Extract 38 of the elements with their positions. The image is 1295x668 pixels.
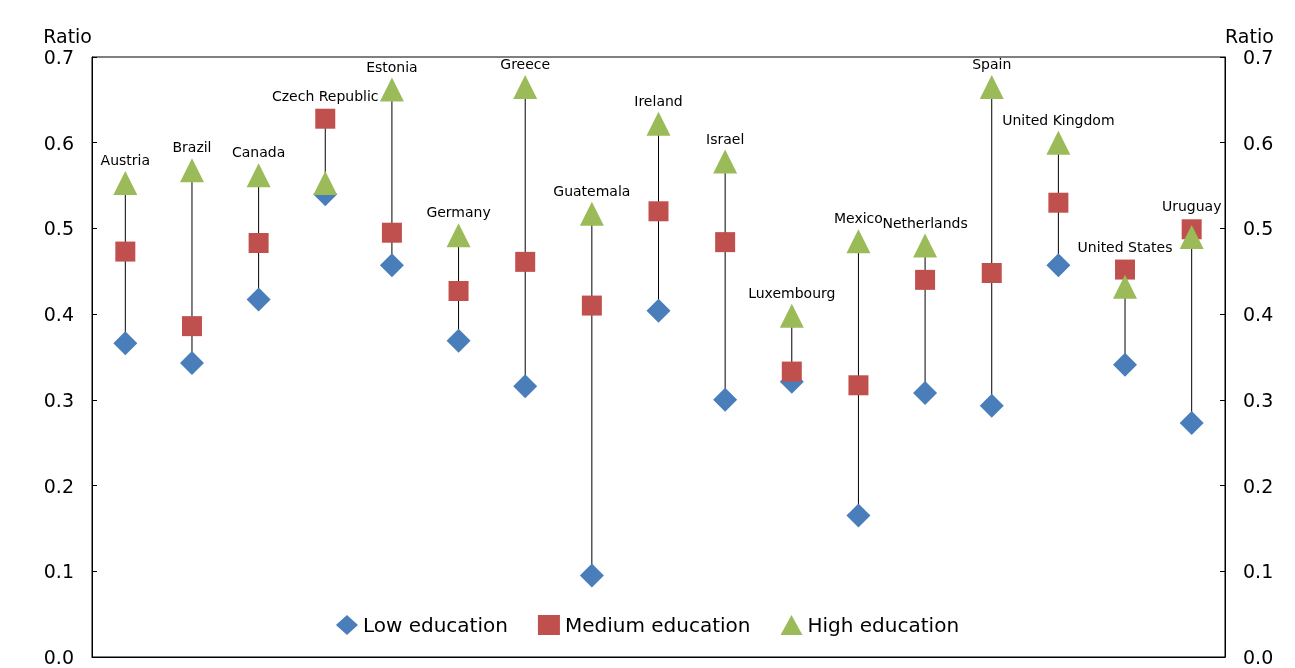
- y2-tick-label: 0.6: [1243, 131, 1274, 154]
- x-tick-label: Mexico: [834, 210, 883, 227]
- x-tick-label: United States: [1077, 238, 1173, 255]
- x-tick-label: Canada: [231, 144, 286, 161]
- x-tick-label: Czech Republic: [271, 87, 379, 104]
- y2-tick-label: 0.3: [1243, 388, 1274, 411]
- y-tick-label: 0.3: [43, 388, 74, 411]
- x-tick-label: Austria: [100, 152, 151, 168]
- y-axis-title: Ratio: [43, 24, 92, 47]
- y-tick-label: 0.5: [43, 217, 74, 240]
- y-tick-label: 0.1: [43, 560, 74, 583]
- legend-label: Medium education: [564, 613, 751, 637]
- y2-tick-label: 0.4: [1243, 303, 1274, 326]
- legend-label: High education: [807, 613, 960, 637]
- x-tick-label: Spain: [972, 56, 1012, 72]
- x-tick-label: Germany: [426, 204, 491, 221]
- legend-label: Low education: [362, 613, 508, 637]
- y2-tick-label: 0.5: [1243, 217, 1274, 240]
- x-tick-label: Estonia: [366, 58, 418, 75]
- x-tick-label: Brazil: [172, 139, 212, 156]
- y-tick-label: 0.7: [43, 46, 74, 68]
- x-tick-label: Ireland: [634, 92, 683, 109]
- x-tick-label: Luxembourg: [748, 284, 836, 301]
- y2-tick-label: 0.1: [1243, 560, 1274, 583]
- x-tick-label: Israel: [706, 130, 745, 147]
- y-tick-label: 0.2: [43, 474, 74, 497]
- y2-tick-label: 0.0: [1243, 646, 1274, 668]
- y-tick-label: 0.6: [43, 131, 74, 154]
- y-tick-label: 0.0: [43, 646, 74, 668]
- x-tick-label: United Kingdom: [1002, 111, 1115, 128]
- x-tick-label: Guatemala: [553, 182, 631, 199]
- y-tick-label: 0.4: [43, 303, 74, 326]
- x-tick-label: Greece: [500, 56, 551, 72]
- x-tick-label: Uruguay: [1161, 198, 1222, 215]
- y2-tick-label: 0.7: [1243, 46, 1274, 68]
- y2-tick-label: 0.2: [1243, 474, 1274, 497]
- x-tick-label: Netherlands: [882, 214, 968, 231]
- y2-axis-title: Ratio: [1225, 24, 1274, 47]
